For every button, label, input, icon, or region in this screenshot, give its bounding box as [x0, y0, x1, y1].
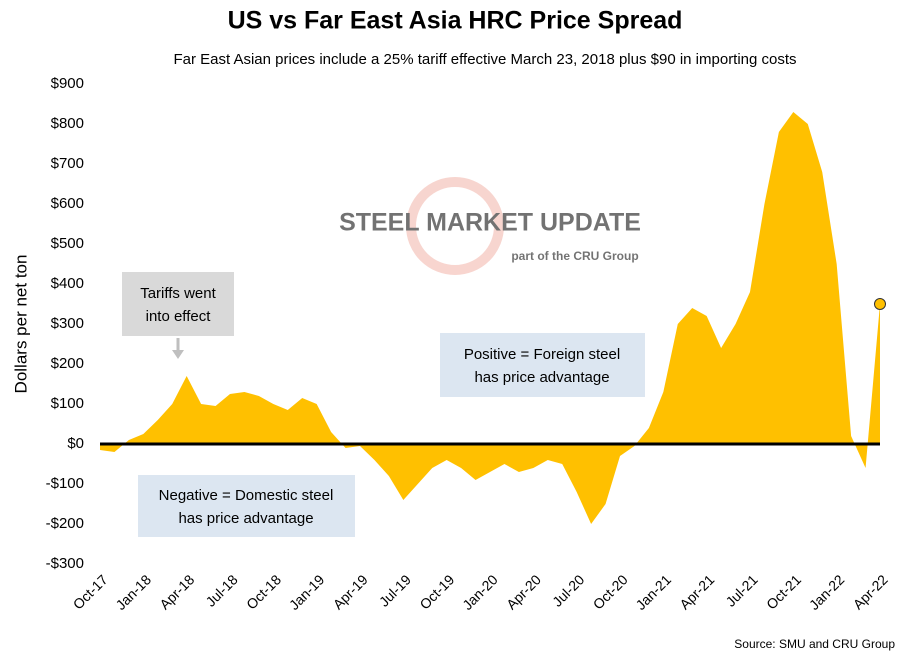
y-tick-label: $400: [51, 275, 84, 292]
y-tick-label: $300: [51, 315, 84, 332]
watermark-text: STEEL MARKET UPDATE: [339, 209, 641, 237]
chart-title: US vs Far East Asia HRC Price Spread: [228, 7, 683, 35]
y-tick-label: $900: [51, 75, 84, 92]
y-tick-label: -$100: [46, 475, 84, 492]
end-marker: [874, 298, 886, 310]
y-tick-label: $600: [51, 195, 84, 212]
y-tick-label: $100: [51, 395, 84, 412]
annotation-text: has price advantage: [474, 369, 609, 386]
annotation-box: [440, 333, 645, 397]
y-tick-label: $800: [51, 115, 84, 132]
annotation-text: into effect: [146, 308, 212, 325]
source-note: Source: SMU and CRU Group: [734, 637, 895, 651]
y-tick-label: $500: [51, 235, 84, 252]
annotation-text: Tariffs went: [140, 285, 216, 302]
watermark-logo: [406, 177, 504, 275]
annotation-text: Positive = Foreign steel: [464, 346, 620, 363]
annotation-box: [122, 272, 234, 336]
y-tick-label: -$200: [46, 515, 84, 532]
chart-subtitle: Far East Asian prices include a 25% tari…: [173, 51, 796, 68]
y-tick-label: $700: [51, 155, 84, 172]
annotation-box: [138, 475, 355, 537]
area: [100, 112, 880, 524]
y-tick-label: $0: [67, 435, 84, 452]
watermark-subtext: part of the CRU Group: [511, 249, 638, 263]
watermark: STEEL MARKET UPDATE part of the CRU Grou…: [339, 177, 641, 275]
y-tick-label: -$300: [46, 555, 84, 572]
y-tick-label: $200: [51, 355, 84, 372]
annotation-arrowhead: [172, 350, 184, 359]
annotation-text: Negative = Domestic steel: [159, 487, 334, 504]
y-axis-title: Dollars per net ton: [11, 255, 30, 394]
annotation-text: has price advantage: [178, 510, 313, 527]
